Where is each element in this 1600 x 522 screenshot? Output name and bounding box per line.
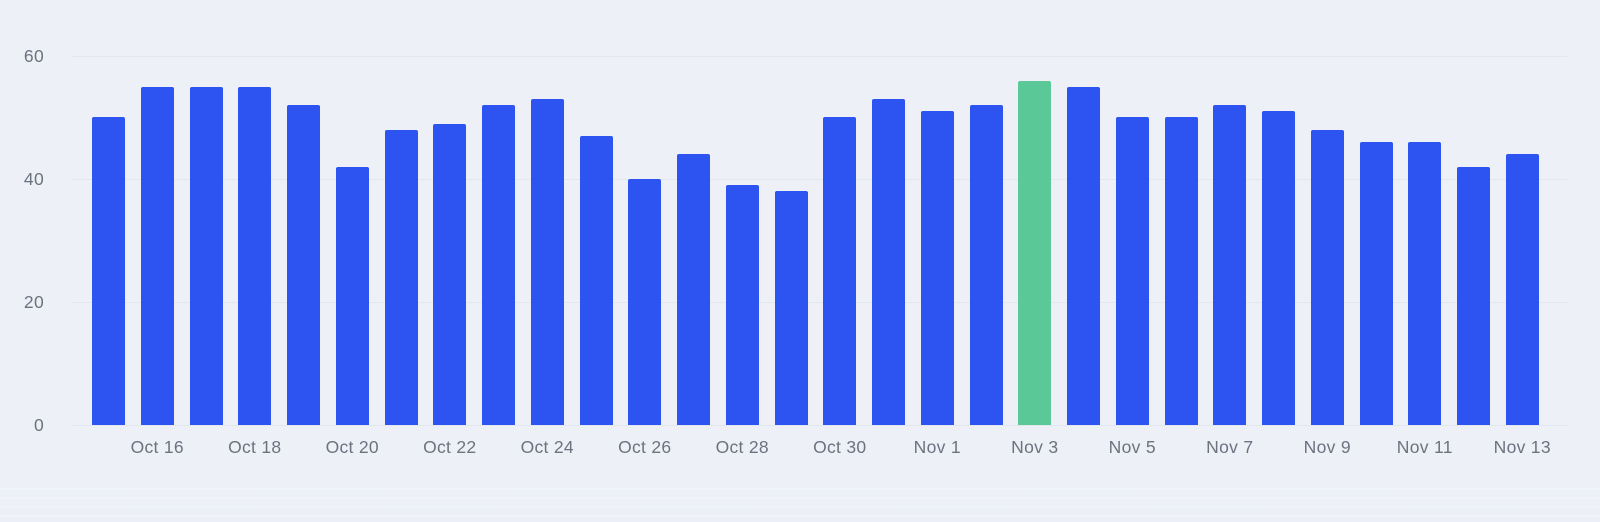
x-axis-slot: Nov 7 (1206, 436, 1253, 458)
x-axis-slot: Nov 1 (914, 436, 961, 458)
y-axis-tick-label: 60 (23, 46, 44, 66)
x-axis-slot: Nov 13 (1494, 436, 1551, 458)
bar[interactable] (579, 136, 613, 425)
bottom-ghost-overlay (0, 488, 1600, 522)
x-axis-slot (677, 436, 710, 458)
bar[interactable] (1262, 111, 1295, 425)
y-axis-tick-label: 20 (23, 292, 44, 312)
x-axis-tick-label: Nov 1 (913, 437, 961, 457)
bar[interactable] (969, 105, 1003, 425)
bar[interactable] (1213, 105, 1247, 425)
bar[interactable] (628, 179, 662, 425)
gridline (71, 302, 1567, 303)
x-axis-slot (1067, 436, 1100, 458)
x-axis-slot: Nov 5 (1109, 436, 1156, 458)
x-axis-slot: Nov 9 (1304, 436, 1351, 458)
x-axis-slot: Oct 16 (131, 436, 184, 458)
x-axis-tick-label: Nov 3 (1011, 437, 1059, 457)
bar[interactable] (1505, 154, 1539, 425)
bar[interactable] (920, 111, 954, 425)
gridline (71, 56, 1567, 57)
bar[interactable] (872, 99, 905, 425)
x-axis-slot (92, 436, 125, 458)
x-axis-slot: Oct 24 (521, 436, 574, 458)
bar[interactable] (482, 105, 515, 425)
bar[interactable] (1310, 130, 1344, 425)
x-axis-tick-label: Oct 30 (813, 437, 867, 457)
x-axis-slot (872, 436, 905, 458)
x-axis-slot: Oct 20 (326, 436, 379, 458)
x-axis-slot (385, 436, 418, 458)
bar[interactable] (1115, 117, 1149, 425)
bar[interactable] (823, 117, 857, 425)
bar[interactable] (1164, 117, 1198, 425)
bar[interactable] (140, 87, 174, 425)
x-axis-tick-label: Nov 13 (1493, 437, 1551, 457)
bar-series (92, 56, 1539, 425)
gridline (71, 179, 1567, 180)
bar[interactable] (384, 130, 418, 425)
x-axis-tick-label: Nov 7 (1206, 437, 1254, 457)
x-axis-tick-label: Oct 20 (325, 437, 379, 457)
gridline (71, 425, 1567, 426)
x-axis-slot (970, 436, 1003, 458)
x-axis-slot (1457, 436, 1490, 458)
y-axis-tick-label: 0 (33, 415, 44, 435)
x-axis-tick-label: Oct 28 (715, 437, 769, 457)
bar[interactable] (433, 124, 467, 425)
bar[interactable] (189, 87, 223, 425)
x-axis-tick-label: Oct 26 (618, 437, 672, 457)
x-axis-slot (482, 436, 515, 458)
bar[interactable] (530, 99, 564, 425)
x-axis-slot (1262, 436, 1295, 458)
bar[interactable] (1408, 142, 1442, 425)
x-axis-slot: Nov 11 (1397, 436, 1453, 458)
x-axis: Oct 16 Oct 18 Oct 20 Oct 22 Oct 24 Oct 26 Oct … (92, 436, 1551, 458)
x-axis-slot (287, 436, 320, 458)
bar[interactable] (1067, 87, 1100, 425)
bar[interactable] (1359, 142, 1393, 425)
x-axis-slot (190, 436, 223, 458)
x-axis-slot: Oct 18 (228, 436, 281, 458)
bar[interactable] (92, 117, 125, 425)
bar[interactable] (774, 191, 808, 425)
bar[interactable] (677, 154, 710, 425)
x-axis-slot (580, 436, 613, 458)
x-axis-slot (775, 436, 808, 458)
x-axis-tick-label: Nov 5 (1108, 437, 1156, 457)
bar[interactable] (287, 105, 320, 425)
bar[interactable] (238, 87, 272, 425)
x-axis-slot: Nov 3 (1011, 436, 1058, 458)
y-axis-tick-label: 40 (23, 169, 44, 189)
x-axis-tick-label: Nov 9 (1303, 437, 1351, 457)
x-axis-slot: Oct 30 (813, 436, 866, 458)
x-axis-slot (1360, 436, 1393, 458)
bar[interactable] (725, 185, 759, 425)
x-axis-tick-label: Oct 18 (228, 437, 282, 457)
x-axis-tick-label: Oct 24 (520, 437, 574, 457)
x-axis-tick-label: Oct 22 (423, 437, 477, 457)
x-axis-tick-label: Nov 11 (1396, 437, 1453, 457)
y-axis: 60 40 20 0 (0, 0, 44, 522)
x-axis-slot: Oct 22 (423, 436, 476, 458)
bar[interactable] (1457, 167, 1490, 425)
x-axis-slot: Oct 28 (716, 436, 769, 458)
x-axis-slot: Oct 26 (618, 436, 671, 458)
bar[interactable] (335, 167, 369, 425)
highlighted-bar[interactable] (1018, 81, 1052, 425)
x-axis-tick-label: Oct 16 (130, 437, 184, 457)
x-axis-slot (1165, 436, 1198, 458)
